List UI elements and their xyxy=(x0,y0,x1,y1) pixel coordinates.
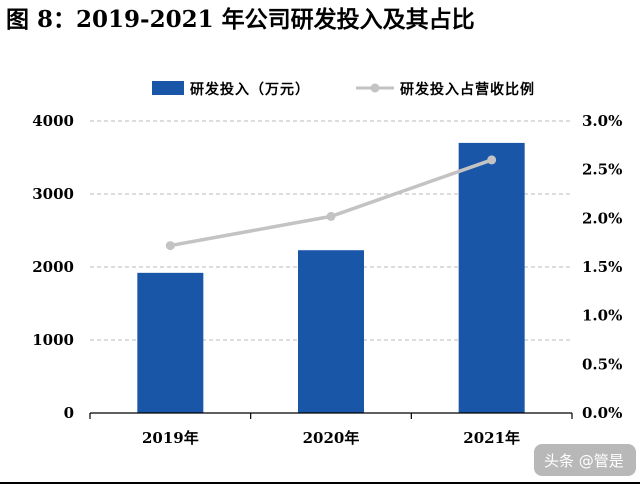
legend-bar-swatch xyxy=(152,81,184,95)
y-right-tick-label: 2.5% xyxy=(582,161,622,179)
y-left-tick-label: 0 xyxy=(64,404,74,422)
line-point xyxy=(165,241,175,251)
legend-line-label: 研发投入占营收比例 xyxy=(400,81,535,98)
watermark-bg xyxy=(534,444,636,476)
watermark: 头条 @管是 xyxy=(534,444,636,476)
y-right-tick-label: 0.0% xyxy=(582,404,622,422)
legend-bar-label: 研发投入（万元） xyxy=(190,81,310,98)
y-right-tick-label: 1.5% xyxy=(582,258,622,276)
chart-title: 图 8：2019-2021 年公司研发投入及其占比 xyxy=(6,6,475,33)
line-point xyxy=(487,155,497,165)
y-left-tick-label: 4000 xyxy=(32,112,74,130)
bar-series xyxy=(137,142,525,413)
x-tick-label: 2021年 xyxy=(463,429,520,447)
y-right-tick-label: 3.0% xyxy=(582,112,622,130)
y-right-tick-label: 2.0% xyxy=(582,209,622,227)
x-tick-label: 2020年 xyxy=(303,429,360,447)
y-right-tick-label: 0.5% xyxy=(582,355,622,373)
watermark-text: 头条 @管是 xyxy=(544,452,624,470)
axes: 0 1000 2000 3000 4000 0.0% 0.5% 1.0% 1.5% 2.0% 2.5… xyxy=(32,112,622,447)
line-point xyxy=(326,211,336,221)
x-tick-label: 2019年 xyxy=(142,429,199,447)
bar xyxy=(298,250,364,413)
legend: 研发投入（万元） 研发投入占营收比例 xyxy=(152,81,535,98)
bar xyxy=(458,142,525,413)
line-series xyxy=(165,155,497,251)
y-left-tick-label: 2000 xyxy=(32,258,74,276)
bar xyxy=(137,272,204,413)
legend-line-marker xyxy=(370,83,380,93)
series-line xyxy=(170,158,493,248)
y-left-tick-label: 1000 xyxy=(32,331,74,349)
y-left-tick-label: 3000 xyxy=(32,185,74,203)
y-right-tick-label: 1.0% xyxy=(582,307,622,325)
